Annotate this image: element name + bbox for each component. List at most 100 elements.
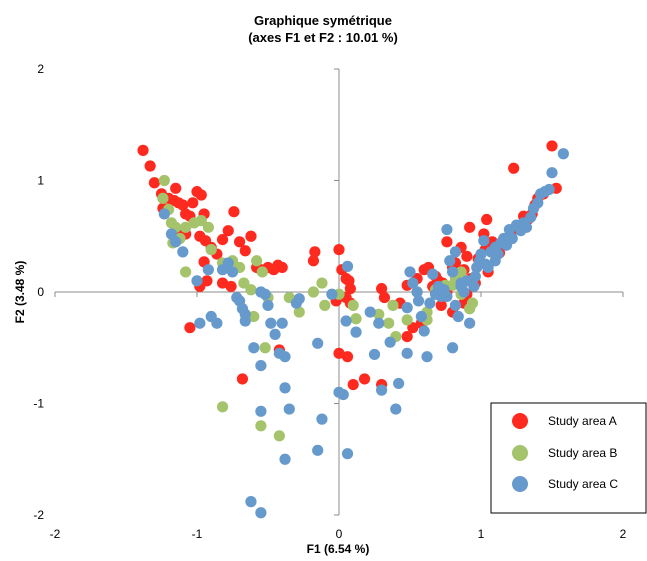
point-study-area-b bbox=[251, 255, 263, 267]
point-study-area-c bbox=[546, 167, 558, 179]
point-study-area-b bbox=[245, 284, 257, 296]
point-study-area-c bbox=[427, 268, 439, 280]
point-study-area-c bbox=[421, 351, 433, 363]
point-study-area-b bbox=[248, 310, 260, 323]
point-study-area-a bbox=[225, 280, 237, 293]
point-study-area-a bbox=[333, 347, 345, 359]
x-tick-label: 1 bbox=[478, 527, 485, 541]
point-study-area-c bbox=[520, 221, 533, 233]
point-study-area-c bbox=[158, 208, 170, 220]
point-study-area-a bbox=[222, 225, 234, 237]
point-study-area-b bbox=[158, 174, 170, 187]
point-study-area-c bbox=[211, 317, 223, 329]
point-study-area-b bbox=[464, 303, 476, 315]
point-study-area-c bbox=[452, 310, 464, 323]
point-study-area-c bbox=[415, 310, 427, 323]
point-study-area-c bbox=[312, 444, 324, 456]
point-study-area-a bbox=[435, 299, 447, 311]
point-study-area-c bbox=[447, 342, 459, 354]
point-study-area-c bbox=[412, 295, 425, 307]
point-study-area-a bbox=[407, 322, 419, 334]
point-study-area-c bbox=[265, 317, 277, 329]
point-study-area-c bbox=[478, 235, 490, 247]
point-study-area-c bbox=[401, 302, 413, 314]
point-study-area-b bbox=[373, 308, 385, 320]
point-study-area-c bbox=[373, 317, 385, 329]
point-study-area-a bbox=[170, 182, 182, 194]
point-study-area-b bbox=[350, 313, 362, 325]
point-study-area-c bbox=[245, 496, 257, 508]
point-study-area-c bbox=[337, 388, 349, 401]
point-study-area-b bbox=[259, 342, 271, 354]
point-study-area-c bbox=[316, 413, 328, 425]
point-study-area-a bbox=[195, 189, 207, 201]
point-study-area-a bbox=[358, 373, 371, 385]
x-tick-label: -1 bbox=[192, 527, 203, 541]
point-study-area-c bbox=[279, 351, 291, 363]
point-study-area-b bbox=[307, 286, 320, 298]
legend-marker-study-area-c bbox=[512, 476, 528, 492]
point-study-area-c bbox=[455, 277, 467, 289]
point-study-area-a bbox=[441, 236, 453, 248]
point-study-area-b bbox=[238, 277, 250, 289]
point-study-area-c bbox=[532, 197, 544, 209]
point-study-area-c bbox=[341, 260, 354, 272]
point-study-area-c bbox=[255, 359, 267, 372]
point-study-area-b bbox=[387, 299, 399, 311]
point-study-area-c bbox=[489, 255, 501, 267]
point-study-area-c bbox=[506, 232, 518, 245]
point-study-area-b bbox=[157, 192, 169, 204]
point-study-area-c bbox=[326, 288, 338, 300]
point-study-area-c bbox=[248, 342, 260, 354]
point-study-area-b bbox=[347, 299, 359, 311]
point-study-area-c bbox=[444, 255, 456, 267]
y-tick-label: -1 bbox=[33, 397, 44, 411]
point-study-area-a bbox=[144, 160, 156, 172]
point-study-area-c bbox=[401, 347, 413, 359]
point-study-area-c bbox=[255, 507, 267, 519]
point-study-area-c bbox=[418, 325, 430, 337]
tick-labels: -2 -1 0 1 2 -2 -1 0 1 2 bbox=[33, 62, 626, 541]
point-study-area-c bbox=[441, 290, 453, 303]
point-study-area-a bbox=[137, 144, 149, 156]
x-axis-title: F1 (6.54 %) bbox=[307, 542, 370, 556]
point-study-area-c bbox=[447, 266, 459, 278]
point-study-area-a bbox=[481, 213, 493, 226]
point-study-area-c bbox=[384, 336, 396, 348]
point-study-area-b bbox=[256, 266, 268, 278]
point-study-area-a bbox=[344, 283, 356, 295]
point-study-area-c bbox=[202, 264, 214, 276]
point-study-area-a bbox=[464, 221, 476, 233]
point-study-area-c bbox=[269, 328, 281, 340]
point-study-area-a bbox=[333, 244, 345, 256]
point-study-area-c bbox=[424, 297, 436, 309]
point-study-area-a bbox=[177, 199, 189, 211]
point-study-area-a bbox=[187, 197, 199, 209]
point-study-area-a bbox=[378, 291, 391, 304]
point-study-area-c bbox=[283, 403, 295, 415]
point-study-area-c bbox=[390, 403, 402, 415]
point-study-area-c bbox=[404, 266, 416, 278]
point-study-area-b bbox=[255, 420, 267, 432]
legend-label-study-area-c: Study area C bbox=[548, 477, 618, 491]
x-tick-label: 0 bbox=[336, 527, 343, 541]
point-study-area-a bbox=[341, 351, 354, 363]
point-study-area-c bbox=[312, 337, 324, 349]
point-study-area-c bbox=[177, 246, 189, 258]
point-study-area-c bbox=[239, 308, 251, 320]
point-study-area-c bbox=[469, 270, 481, 282]
point-study-area-a bbox=[401, 331, 413, 343]
point-study-area-c bbox=[222, 257, 234, 269]
legend: Study area A Study area B Study area C bbox=[490, 402, 647, 514]
point-study-area-c bbox=[341, 448, 354, 460]
point-study-area-c bbox=[262, 299, 274, 311]
point-study-area-c bbox=[411, 286, 423, 298]
point-study-area-b bbox=[316, 277, 328, 289]
chart-subtitle: (axes F1 et F2 : 10.01 %) bbox=[248, 30, 398, 45]
point-study-area-a bbox=[239, 245, 251, 257]
point-study-area-c bbox=[441, 223, 453, 236]
point-study-area-c bbox=[276, 317, 288, 329]
point-study-area-b bbox=[202, 221, 214, 233]
point-study-area-c bbox=[170, 236, 182, 248]
point-study-area-c bbox=[458, 286, 470, 298]
